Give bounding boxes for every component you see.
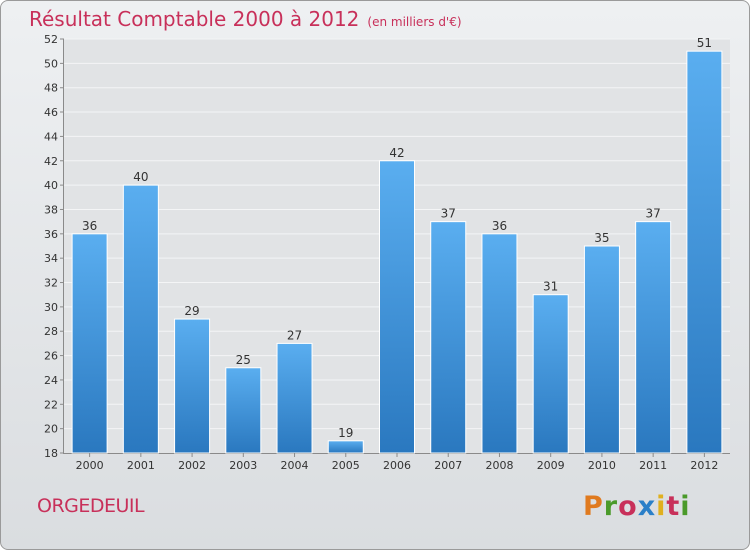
bar-value-label: 36	[82, 219, 97, 233]
bar-2003	[225, 367, 262, 454]
x-tick-label: 2005	[332, 459, 360, 472]
bar-2007	[430, 221, 467, 454]
y-tick-label: 24	[44, 374, 58, 387]
x-tick-label: 2011	[639, 459, 667, 472]
x-tick-label: 2002	[178, 459, 206, 472]
y-tick-label: 30	[44, 301, 58, 314]
x-tick-label: 2003	[229, 459, 257, 472]
logo-letter: r	[603, 491, 619, 522]
bar-2002	[174, 318, 211, 454]
bar-2011	[635, 221, 672, 454]
y-tick-label: 48	[44, 82, 58, 95]
bar-2009	[532, 294, 569, 454]
bar-2010	[583, 245, 620, 454]
y-tick-label: 28	[44, 325, 58, 338]
bar-value-label: 40	[133, 170, 148, 184]
bar-value-label: 37	[441, 207, 456, 221]
chart-title-row: Résultat Comptable 2000 à 2012 (en millie…	[29, 7, 462, 31]
y-tick-label: 22	[44, 398, 58, 411]
x-tick-label: 2004	[281, 459, 309, 472]
y-tick-label: 52	[44, 33, 58, 46]
bar-2001	[122, 184, 159, 454]
y-tick-label: 18	[44, 447, 58, 460]
x-tick-label: 2007	[434, 459, 462, 472]
bar-chart: 18 20 22 24 26 28 30 32 34 36 38 40 42 44 46 48 50 52 36 20…	[44, 33, 730, 472]
bar-2000	[71, 233, 108, 454]
chart-title: Résultat Comptable 2000 à 2012	[29, 7, 360, 31]
y-tick-label: 42	[44, 155, 58, 168]
x-tick-label: 2010	[588, 459, 616, 472]
bar-value-label: 29	[184, 304, 199, 318]
x-tick-label: 2008	[485, 459, 513, 472]
logo-letter: x	[637, 491, 657, 522]
logo-letter: i	[680, 491, 691, 522]
y-tick-label: 38	[44, 203, 58, 216]
y-tick-label: 44	[44, 130, 58, 143]
bar-2004	[276, 342, 313, 454]
chart-unit-label: (en milliers d'€)	[367, 15, 462, 29]
x-tick-label: 2012	[690, 459, 718, 472]
y-tick-label: 26	[44, 350, 58, 363]
y-tick-label: 20	[44, 423, 58, 436]
proxiti-logo: Proxiti	[583, 491, 691, 522]
y-tick-label: 34	[44, 252, 58, 265]
bar-2005	[327, 440, 364, 454]
y-tick-label: 36	[44, 228, 58, 241]
y-tick-label: 40	[44, 179, 58, 192]
x-tick-label: 2000	[76, 459, 104, 472]
bar-value-label: 36	[492, 219, 507, 233]
bar-value-label: 51	[697, 36, 712, 50]
y-tick-label: 46	[44, 106, 58, 119]
bar-value-label: 27	[287, 328, 302, 342]
commune-name: ORGEDEUIL	[37, 495, 145, 517]
bar-value-label: 19	[338, 426, 353, 440]
plot-area: 18 20 22 24 26 28 30 32 34 36 38 40 42 44 46 48 50 52 36 20…	[44, 33, 730, 472]
y-tick-label: 32	[44, 277, 58, 290]
bar-value-label: 37	[646, 207, 661, 221]
logo-letter: t	[666, 491, 681, 522]
bar-2006	[379, 160, 415, 454]
bar-value-label: 25	[236, 353, 251, 367]
bar-value-label: 42	[389, 146, 404, 160]
y-tick-label: 50	[44, 57, 58, 70]
x-tick-label: 2001	[127, 459, 155, 472]
bar-value-label: 35	[594, 231, 609, 245]
x-tick-label: 2006	[383, 459, 411, 472]
bar-value-label: 31	[543, 280, 558, 294]
logo-letter: P	[583, 491, 604, 522]
bar-2012	[686, 50, 723, 454]
logo-letter: o	[618, 491, 638, 522]
logo-letter: i	[656, 491, 667, 522]
bar-2008	[481, 233, 518, 454]
x-tick-label: 2009	[537, 459, 565, 472]
